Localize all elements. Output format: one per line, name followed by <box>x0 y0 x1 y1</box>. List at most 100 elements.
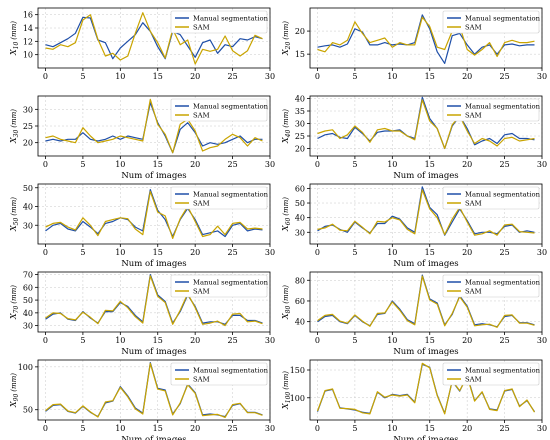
x-tick-label: 5 <box>352 72 357 81</box>
series-line-sam <box>45 362 263 418</box>
y-tick-label: 25 <box>295 132 305 141</box>
y-axis-label-unit: (mm) <box>10 197 18 216</box>
y-tick-label: 14 <box>23 24 33 33</box>
legend-label-sam: SAM <box>193 200 210 208</box>
y-axis-label-sub: 30 <box>13 130 20 138</box>
x-axis-label: Num of images <box>393 347 458 357</box>
x-tick-label: 0 <box>43 72 48 81</box>
y-axis-label-sub: 90 <box>13 394 20 402</box>
y-axis-label: X70 (mm) <box>9 285 20 320</box>
y-axis-label: X60 (mm) <box>281 197 292 232</box>
plot-frame <box>37 359 271 421</box>
plot-frame <box>37 7 271 69</box>
x-tick-label: 10 <box>387 72 397 81</box>
x-tick-label: 20 <box>190 336 200 345</box>
x-tick-label: 20 <box>190 72 200 81</box>
legend-box <box>170 186 268 210</box>
series-line-sam <box>45 98 263 154</box>
y-axis-label: X10 (mm) <box>9 21 20 56</box>
y-tick-label: 50 <box>23 296 33 305</box>
x-tick-label: 30 <box>537 424 547 433</box>
x-tick-label: 25 <box>227 336 237 345</box>
x-tick-label: 0 <box>43 248 48 257</box>
series-line-sam <box>317 189 535 236</box>
x-tick-label: 15 <box>153 160 163 169</box>
x-tick-label: 0 <box>315 248 320 257</box>
legend-label-sam: SAM <box>193 376 210 384</box>
y-tick-label: 80 <box>295 276 305 285</box>
legend-label-manual: Manual segmentation <box>465 191 541 199</box>
y-axis-label-unit: (mm) <box>282 197 290 216</box>
y-axis-label-base: X <box>9 225 18 232</box>
legend-box <box>170 10 268 34</box>
chart-panel-90: 0 5 10 15 20 25 30 50 100 X90 (mm) Num of images Man… <box>9 359 275 440</box>
x-tick-label: 10 <box>387 248 397 257</box>
y-axis-label: X100 (mm) <box>281 371 292 410</box>
legend-label-sam: SAM <box>465 200 482 208</box>
x-tick-label: 5 <box>80 424 85 433</box>
x-tick-label: 30 <box>537 248 547 257</box>
y-axis-label-base: X <box>281 137 290 144</box>
x-tick-label: 20 <box>190 424 200 433</box>
x-tick-label: 20 <box>462 424 472 433</box>
series-line-sam <box>317 275 535 328</box>
x-axis-label: Num of images <box>121 171 186 181</box>
x-tick-label: 0 <box>43 160 48 169</box>
x-tick-label: 25 <box>499 160 509 169</box>
x-tick-label: 25 <box>499 72 509 81</box>
x-tick-label: 0 <box>315 160 320 169</box>
series-line-sam <box>317 16 535 58</box>
y-tick-label: 30 <box>23 105 33 114</box>
x-tick-label: 30 <box>265 424 275 433</box>
series-line-manual <box>45 189 263 238</box>
x-tick-label: 15 <box>153 336 163 345</box>
legend-box <box>442 10 540 34</box>
x-axis-label: Num of images <box>393 259 458 269</box>
y-axis-label-base: X <box>281 403 290 410</box>
y-tick-label: 12 <box>23 37 33 46</box>
y-axis-label-base: X <box>281 49 290 56</box>
y-axis-label-unit: (mm) <box>10 373 18 392</box>
x-tick-label: 20 <box>190 160 200 169</box>
legend-label-sam: SAM <box>465 376 482 384</box>
legend-label-sam: SAM <box>193 24 210 32</box>
x-tick-label: 15 <box>425 72 435 81</box>
y-tick-label: 30 <box>295 120 305 129</box>
x-tick-label: 5 <box>352 248 357 257</box>
legend-box <box>170 274 268 298</box>
x-tick-label: 25 <box>227 72 237 81</box>
legend-box <box>442 362 540 386</box>
x-axis-label: Num of images <box>121 347 186 357</box>
series-line-manual <box>317 96 535 150</box>
y-axis-label-sub: 10 <box>13 42 20 50</box>
legend-box <box>442 98 540 122</box>
x-tick-label: 25 <box>227 160 237 169</box>
x-tick-label: 10 <box>115 336 125 345</box>
y-tick-label: 25 <box>23 122 33 131</box>
legend-label-manual: Manual segmentation <box>465 279 541 287</box>
series-line-sam <box>45 12 263 65</box>
y-axis-label-base: X <box>9 49 18 56</box>
x-tick-label: 0 <box>43 424 48 433</box>
y-tick-label: 30 <box>23 221 33 230</box>
y-axis-label: X40 (mm) <box>281 109 292 144</box>
x-tick-label: 20 <box>462 248 472 257</box>
x-tick-label: 30 <box>265 248 275 257</box>
y-tick-label: 50 <box>295 199 305 208</box>
x-tick-label: 10 <box>115 424 125 433</box>
series-line-sam <box>317 99 535 150</box>
y-axis-label-sub: 80 <box>285 306 292 314</box>
y-tick-label: 150 <box>290 366 305 375</box>
x-tick-label: 30 <box>537 160 547 169</box>
y-tick-label: 16 <box>23 11 33 20</box>
plot-frame <box>309 95 543 157</box>
legend-label-manual: Manual segmentation <box>193 191 269 199</box>
plot-frame <box>309 7 543 69</box>
